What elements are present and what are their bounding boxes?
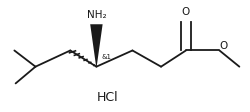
Text: NH₂: NH₂ <box>86 10 106 20</box>
Text: O: O <box>182 7 190 17</box>
Text: HCl: HCl <box>97 90 118 103</box>
Polygon shape <box>90 25 103 67</box>
Text: O: O <box>220 41 228 51</box>
Text: &1: &1 <box>102 54 112 60</box>
